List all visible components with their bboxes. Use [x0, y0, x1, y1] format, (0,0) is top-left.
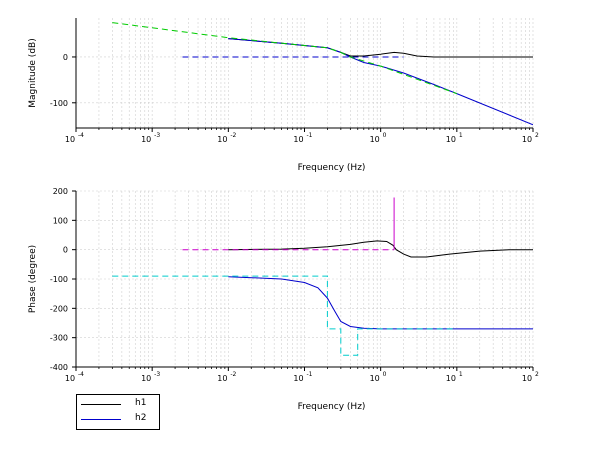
x-tick-label-exponent: -3 [154, 371, 160, 378]
y-tick-label: -300 [50, 334, 68, 343]
x-tick-label-exponent: -3 [154, 132, 160, 139]
x-tick-label: 10 [141, 374, 151, 383]
x-axis-label: Frequency (Hz) [298, 163, 366, 173]
legend-entry-h1: h1 [81, 398, 155, 410]
x-tick-label-exponent: 2 [535, 371, 539, 378]
x-tick-label-exponent: -1 [307, 371, 313, 378]
x-tick-label-exponent: 0 [383, 132, 387, 139]
legend-label-h1: h1 [135, 398, 147, 408]
y-tick-label: -400 [50, 363, 68, 372]
x-tick-label-exponent: -2 [230, 371, 236, 378]
legend-label-h2: h2 [135, 413, 147, 423]
y-tick-label: -200 [50, 304, 68, 313]
y-tick-label: 100 [53, 216, 68, 225]
chart-2: 10 -4 10 -3 10 -2 10 -1 10 0 10 1 10 22001000-100-200… [28, 187, 539, 412]
x-axis-label: Frequency (Hz) [298, 402, 366, 412]
series-group-2 [112, 197, 533, 356]
series-asymptote-2-line [112, 22, 457, 95]
legend-swatch-h2 [81, 419, 121, 420]
x-tick-label: 10 [217, 374, 227, 383]
grid-2 [75, 190, 534, 368]
y-axis-label: Magnitude (dB) [28, 38, 38, 107]
y-tick-label: -100 [50, 99, 68, 108]
x-tick-label-exponent: 1 [459, 371, 463, 378]
x-tick-label: 10 [293, 374, 303, 383]
y-tick-label: 0 [63, 246, 68, 255]
x-tick-label-exponent: -2 [230, 132, 236, 139]
legend: h1 h2 [76, 394, 160, 430]
x-tick-label-exponent: -4 [78, 132, 84, 139]
x-tick-label: 10 [522, 374, 532, 383]
x-tick-label-exponent: 2 [535, 132, 539, 139]
x-tick-label: 10 [522, 135, 532, 144]
legend-entry-h2: h2 [81, 413, 155, 425]
grid-1 [75, 18, 534, 128]
y-axis-label: Phase (degree) [28, 245, 38, 313]
x-tick-label: 10 [65, 374, 75, 383]
series-h1-line [228, 240, 533, 258]
series-group-1 [112, 22, 533, 126]
x-tick-label: 10 [217, 135, 227, 144]
x-tick-label-exponent: -1 [307, 132, 313, 139]
x-tick-label-exponent: -4 [78, 371, 84, 378]
x-tick-label: 10 [370, 135, 380, 144]
x-tick-label: 10 [446, 374, 456, 383]
x-tick-label: 10 [65, 135, 75, 144]
y-tick-label: 200 [53, 187, 68, 196]
x-tick-label-exponent: 0 [383, 371, 387, 378]
x-tick-label: 10 [293, 135, 303, 144]
y-tick-label: -100 [50, 275, 68, 284]
legend-swatch-h1 [81, 404, 121, 405]
chart-1: 10 -4 10 -3 10 -2 10 -1 10 0 10 1 10 20-100Frequency … [28, 18, 539, 173]
x-tick-label: 10 [141, 135, 151, 144]
x-tick-label: 10 [446, 135, 456, 144]
x-tick-label-exponent: 1 [459, 132, 463, 139]
series-asymptote-4-line [112, 275, 457, 356]
y-tick-label: 0 [63, 53, 68, 62]
x-tick-label: 10 [370, 374, 380, 383]
series-h2-line [228, 276, 533, 330]
